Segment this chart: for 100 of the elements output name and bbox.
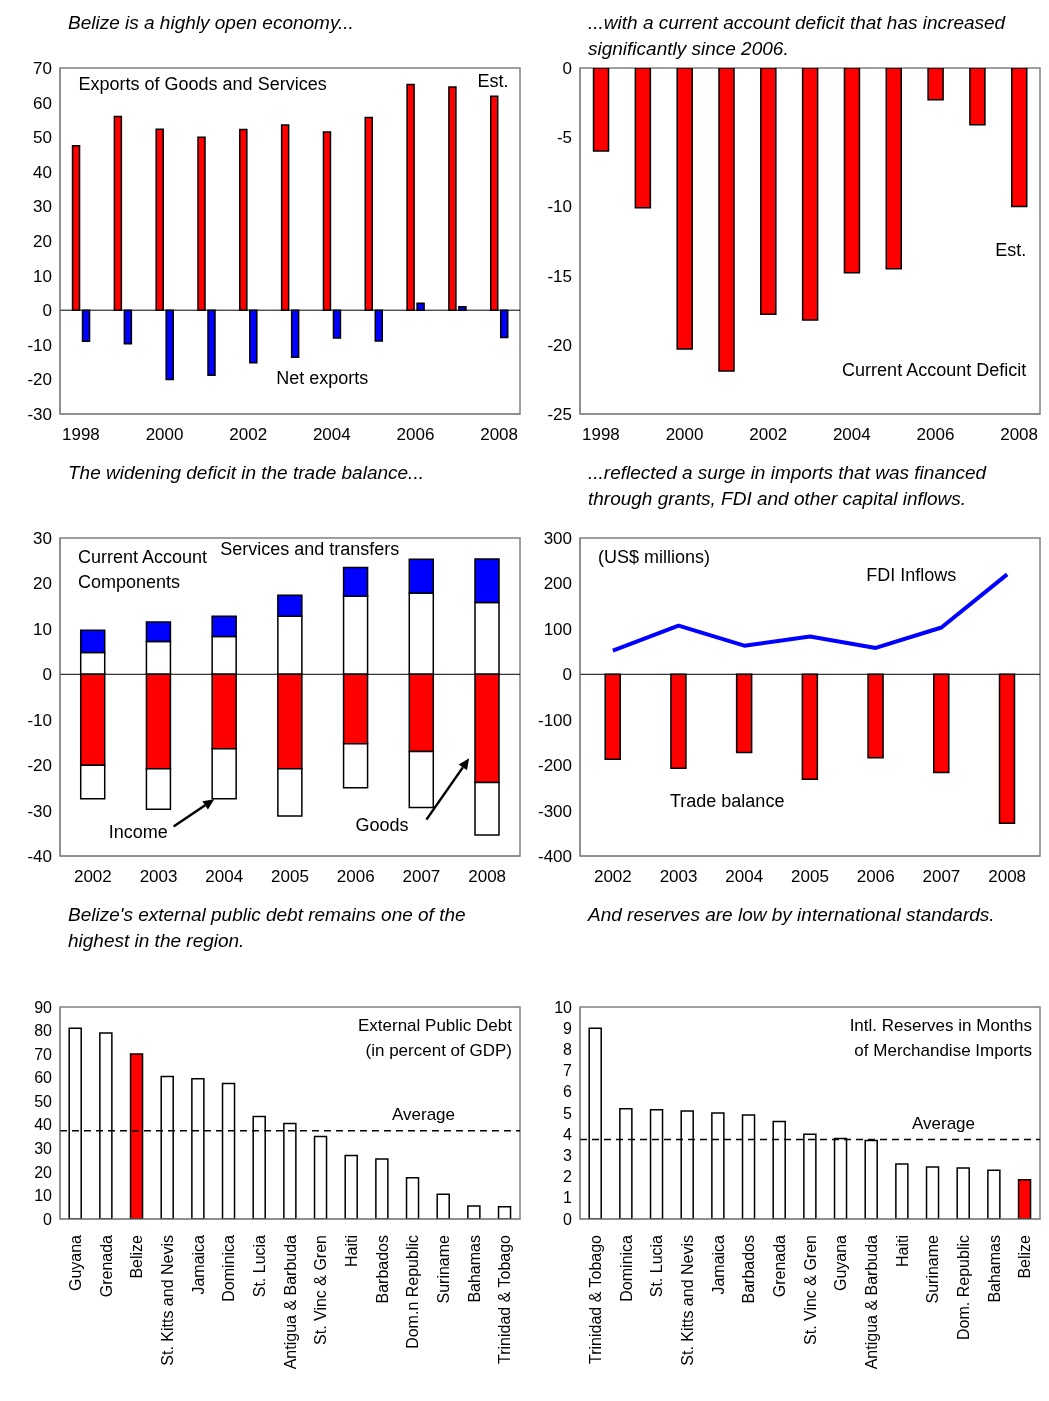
y-tick-label: 8 (563, 1041, 573, 1059)
bar (313, 1135, 328, 1219)
annotation: Net exports (276, 368, 369, 389)
chart-title: The widening deficit in the trade balance... (67, 461, 425, 485)
x-tick-label: 2008 (988, 867, 1027, 887)
x-tick-label: St. Vinc & Gren (801, 1235, 819, 1345)
x-tick-label: 2002 (73, 867, 112, 887)
annotation: FDI Inflows (866, 564, 957, 585)
x-tick-label: Jamaica (709, 1234, 727, 1295)
y-tick-label: -200 (537, 756, 572, 776)
y-tick-label: 60 (33, 93, 52, 113)
x-tick-label: St. Vinc & Gren (312, 1235, 330, 1345)
x-tick-label: St. Lucia (648, 1234, 666, 1298)
y-tick-label: -10 (27, 335, 52, 355)
y-tick-label: 30 (34, 1140, 53, 1158)
y-tick-label: 30 (33, 197, 52, 217)
y-tick-label: 0 (563, 1210, 573, 1228)
x-tick-label: Grenada (770, 1234, 788, 1298)
y-tick-label: 70 (33, 59, 52, 79)
y-tick-label: 0 (42, 665, 52, 685)
y-tick-label: 10 (33, 619, 52, 639)
x-tick-label: Bahamas (465, 1235, 483, 1303)
chart-title: Belize is a highly open economy... (67, 11, 355, 35)
x-tick-label: 2004 (312, 425, 351, 445)
x-tick-label: Haiti (342, 1235, 360, 1268)
x-tick-label: 2006 (336, 867, 375, 887)
y-tick-label: -25 (547, 405, 572, 425)
y-tick-label: 2 (563, 1168, 573, 1186)
chart-title: Belize's external public debt remains one of the highest in the region. (67, 903, 467, 953)
y-tick-label: -100 (537, 710, 572, 730)
y-tick-label: 30 (33, 529, 52, 549)
x-tick-label: Dominica (220, 1234, 238, 1302)
x-tick-label: Belize (128, 1234, 146, 1279)
x-tick-label: St. Kitts and Nevis (158, 1235, 176, 1366)
y-tick-label: -300 (537, 801, 572, 821)
ref-line-label: Average (911, 1113, 975, 1133)
x-tick-label: 2002 (749, 425, 788, 445)
annotation: (US$ millions) (598, 546, 711, 567)
y-tick-label: -400 (537, 847, 572, 867)
x-tick-label: 2006 (916, 425, 955, 445)
chart-title: And reserves are low by international standards. (586, 903, 996, 927)
x-tick-label: Antigua & Barbuda (862, 1234, 880, 1370)
x-tick-label: Trinidad & Tobago (496, 1234, 514, 1364)
annotation: (in percent of GDP) (365, 1041, 512, 1061)
bar (925, 1166, 940, 1219)
y-tick-label: 40 (33, 162, 52, 182)
x-tick-label: 2004 (725, 867, 764, 887)
x-tick-label: Belize (1016, 1234, 1034, 1279)
x-tick-label: 1998 (62, 425, 100, 445)
x-tick-label: 2003 (659, 867, 698, 887)
x-tick-label: Dominica (617, 1234, 635, 1302)
annotation: Income (108, 822, 168, 843)
bar (467, 1205, 481, 1219)
x-tick-label: 2005 (271, 867, 309, 887)
y-tick-label: 4 (563, 1125, 573, 1143)
bar (436, 1193, 450, 1219)
x-tick-label: 2003 (139, 867, 178, 887)
x-tick-label: 2004 (832, 425, 871, 445)
y-tick-label: 20 (33, 574, 52, 594)
y-tick-label: -20 (27, 756, 52, 776)
y-tick-label: 5 (563, 1104, 573, 1122)
y-tick-label: -20 (27, 370, 52, 390)
x-tick-label: Guyana (832, 1234, 850, 1292)
x-tick-label: 2007 (402, 867, 441, 887)
x-tick-label: St. Kitts and Nevis (678, 1235, 696, 1366)
y-tick-label: -15 (547, 266, 572, 286)
x-tick-label: 2000 (145, 425, 184, 445)
y-tick-label: 40 (34, 1116, 53, 1134)
y-tick-label: 10 (33, 266, 52, 286)
y-tick-label: 300 (543, 529, 572, 549)
x-tick-label: 1998 (581, 425, 620, 445)
x-tick-label: Trinidad & Tobago (586, 1234, 604, 1364)
y-tick-label: 0 (43, 1210, 53, 1228)
y-tick-label: 3 (563, 1147, 573, 1165)
bar (375, 1158, 389, 1219)
annotation: Trade balance (669, 790, 785, 811)
x-tick-label: 2007 (922, 867, 961, 887)
bar (895, 1163, 909, 1219)
bar (497, 1206, 512, 1219)
y-tick-label: 1 (563, 1189, 573, 1207)
annotation: Goods (355, 814, 409, 835)
y-tick-label: 0 (562, 59, 572, 79)
y-tick-label: 70 (34, 1045, 53, 1063)
y-tick-label: 100 (543, 619, 572, 639)
x-tick-label: Dom. Republic (954, 1235, 972, 1340)
annotation: Current Account (78, 546, 208, 567)
y-tick-label: -30 (27, 405, 52, 425)
x-tick-label: Suriname (924, 1234, 942, 1304)
bar (405, 1177, 420, 1219)
x-tick-label: Guyana (66, 1234, 84, 1292)
y-tick-label: 20 (34, 1163, 53, 1181)
annotation: Current Account Deficit (842, 359, 1027, 380)
x-tick-label: 2000 (665, 425, 704, 445)
x-tick-label: Grenada (97, 1234, 115, 1298)
y-tick-label: -40 (27, 847, 52, 867)
x-tick-label: Bahamas (985, 1235, 1003, 1303)
x-tick-label: 2005 (791, 867, 829, 887)
x-tick-label: 2008 (1000, 425, 1038, 445)
annotation: Exports of Goods and Services (78, 74, 327, 95)
x-tick-label: 2008 (480, 425, 518, 445)
